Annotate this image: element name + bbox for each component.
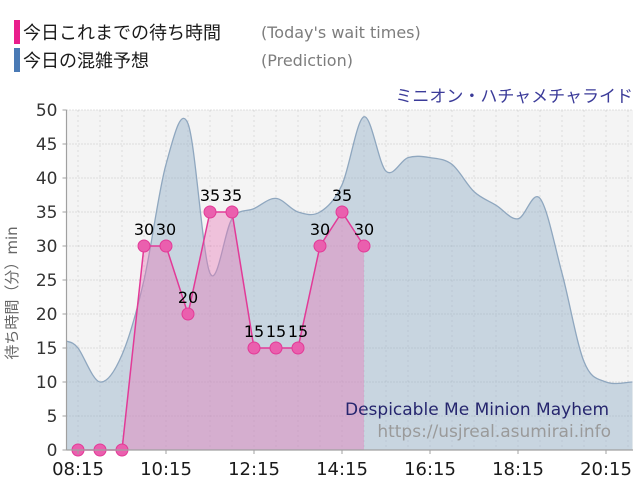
y-tick-label: 20 <box>36 305 58 325</box>
chart-legend: 今日これまでの待ち時間 (Today's wait times) 今日の混雑予想… <box>14 18 421 74</box>
watermark-url: https://usjreal.asumirai.info <box>377 422 611 442</box>
x-tick-label: 10:15 <box>140 459 192 480</box>
x-tick-label: 14:15 <box>316 459 368 480</box>
data-point-label: 15 <box>288 322 308 341</box>
data-point-label: 35 <box>200 186 220 205</box>
legend-label-today: 今日これまでの待ち時間 <box>23 23 221 44</box>
data-point-label: 35 <box>332 186 352 205</box>
data-point-marker <box>137 239 151 253</box>
legend-note-today: (Today's wait times) <box>261 22 421 42</box>
y-tick-label: 40 <box>36 169 58 189</box>
y-tick-label: 25 <box>36 271 58 291</box>
data-point-marker <box>291 341 305 355</box>
y-tick-label: 30 <box>36 237 58 257</box>
data-point-label: 30 <box>134 220 154 239</box>
plot-background <box>66 110 633 450</box>
watermark-attraction-name: Despicable Me Minion Mayhem <box>345 400 609 420</box>
x-tick-label: 12:15 <box>228 459 280 480</box>
legend-swatch-today-icon <box>14 20 20 44</box>
data-point-label: 30 <box>354 220 374 239</box>
data-point-marker <box>181 307 195 321</box>
data-point-label: 30 <box>156 220 176 239</box>
legend-item-prediction: 今日の混雑予想 (Prediction) <box>14 46 421 74</box>
data-point-marker <box>269 341 283 355</box>
data-point-label: 15 <box>244 322 264 341</box>
x-tick-label: 08:15 <box>52 459 104 480</box>
attraction-title: ミニオン・ハチャメチャライド <box>395 87 633 107</box>
data-point-marker <box>313 239 327 253</box>
data-point-marker <box>335 205 349 219</box>
y-tick-label: 35 <box>36 203 58 223</box>
data-point-marker <box>247 341 261 355</box>
data-point-marker <box>159 239 173 253</box>
legend-label-prediction: 今日の混雑予想 <box>23 51 149 72</box>
y-tick-label: 45 <box>36 135 58 155</box>
data-point-label: 20 <box>178 288 198 307</box>
watermark: Despicable Me Minion Mayhemhttps://usjre… <box>345 400 611 442</box>
legend-swatch-prediction-icon <box>14 48 20 72</box>
data-point-label: 30 <box>310 220 330 239</box>
y-tick-label: 15 <box>36 339 58 359</box>
y-tick-label: 50 <box>36 101 58 121</box>
x-tick-label: 18:15 <box>492 459 544 480</box>
data-point-label: 15 <box>266 322 286 341</box>
y-axis-title: 待ち時間（分）min <box>3 226 21 359</box>
data-point-label: 35 <box>222 186 242 205</box>
data-point-marker <box>225 205 239 219</box>
data-point-marker <box>357 239 371 253</box>
prediction-series <box>66 116 633 450</box>
x-tick-label: 16:15 <box>404 459 456 480</box>
data-point-marker <box>203 205 217 219</box>
legend-note-prediction: (Prediction) <box>261 50 353 70</box>
legend-item-today: 今日これまでの待ち時間 (Today's wait times) <box>14 18 421 46</box>
x-tick-label: 20:15 <box>580 459 632 480</box>
y-tick-label: 5 <box>47 407 58 427</box>
gridlines <box>66 109 633 450</box>
y-tick-label: 10 <box>36 373 58 393</box>
y-tick-label: 0 <box>47 441 58 461</box>
